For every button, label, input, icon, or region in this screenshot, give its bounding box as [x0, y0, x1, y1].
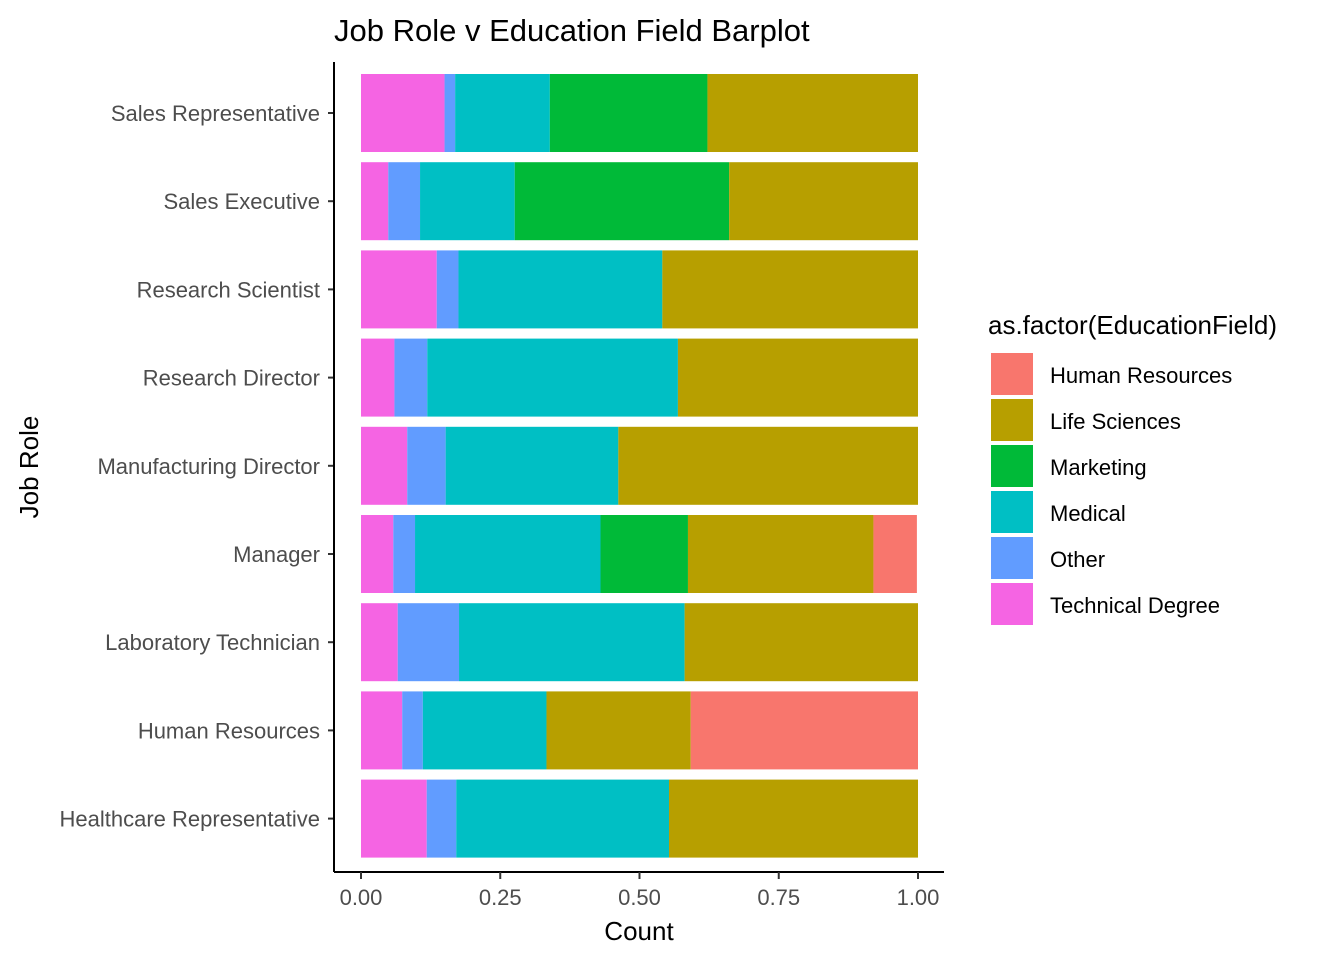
y-tick-label: Healthcare Representative [60, 807, 320, 832]
bar-segment [549, 74, 708, 152]
bar-segment [422, 691, 547, 770]
legend-label: Other [1050, 547, 1105, 572]
legend-label: Technical Degree [1050, 593, 1220, 618]
y-tick-label: Sales Representative [111, 101, 320, 126]
bar-segment [514, 162, 730, 241]
bar-segment [415, 515, 601, 593]
bar-segment [458, 250, 663, 329]
bar-segment [690, 691, 918, 770]
bar-segment [445, 426, 619, 505]
axes: Healthcare Representative Human Resources… [60, 62, 944, 910]
bars [361, 74, 918, 858]
legend-label: Life Sciences [1050, 409, 1181, 434]
bar-segment [361, 515, 394, 593]
x-axis-title: Count [604, 916, 674, 946]
legend-key [991, 583, 1033, 625]
y-tick-label: Sales Executive [163, 189, 320, 214]
bar-segment [361, 691, 403, 770]
legend-title: as.factor(EducationField) [988, 310, 1277, 340]
x-tick-label: 0.25 [479, 885, 522, 910]
bar-segment [600, 515, 688, 593]
legend-label: Human Resources [1050, 363, 1232, 388]
bar-segment [669, 779, 918, 858]
y-tick-label: Research Scientist [137, 277, 320, 302]
bar-segment [546, 691, 691, 770]
x-tick-label: 0.75 [757, 885, 800, 910]
bar-segment [361, 162, 389, 241]
bar-segment [388, 162, 421, 241]
bar-segment [361, 426, 408, 505]
chart-title: Job Role v Education Field Barplot [334, 13, 810, 48]
bar-segment [397, 603, 460, 682]
y-tick-label: Laboratory Technician [105, 630, 320, 655]
bar-segment [618, 426, 918, 505]
bar-segment [361, 74, 445, 152]
legend-key [991, 445, 1033, 487]
y-tick-label: Research Director [143, 366, 320, 391]
bar-segment [455, 74, 550, 152]
x-tick-label: 0.50 [618, 885, 661, 910]
bar-segment [662, 250, 918, 329]
legend: as.factor(EducationField) Human Resource… [988, 310, 1277, 625]
legend-key [991, 353, 1033, 395]
y-tick-label: Manufacturing Director [97, 454, 320, 479]
x-tick-label: 1.00 [897, 885, 940, 910]
bar-segment [459, 603, 685, 682]
bar-segment [426, 779, 457, 858]
bar-segment [687, 515, 874, 593]
bar-segment [707, 74, 918, 152]
bar-segment [873, 515, 917, 593]
bar-segment [393, 515, 416, 593]
bar-segment [402, 691, 423, 770]
x-tick-label: 0.00 [340, 885, 383, 910]
legend-key [991, 399, 1033, 441]
legend-key [991, 491, 1033, 533]
bar-segment [456, 779, 670, 858]
bar-segment [361, 779, 427, 858]
bar-segment [729, 162, 918, 241]
bar-segment [394, 338, 428, 417]
y-tick-label: Human Resources [138, 718, 320, 743]
bar-segment [361, 603, 398, 682]
legend-key [991, 537, 1033, 579]
bar-segment [444, 74, 456, 152]
y-axis-title: Job Role [14, 416, 44, 519]
bar-segment [420, 162, 515, 241]
bar-segment [407, 426, 446, 505]
bar-segment [361, 338, 395, 417]
legend-items: Human Resources Life Sciences Marketing Med… [991, 353, 1232, 625]
bar-segment [436, 250, 459, 329]
bar-segment [361, 250, 437, 329]
y-tick-label: Manager [233, 542, 320, 567]
bar-segment [427, 338, 678, 417]
bar-segment [684, 603, 918, 682]
legend-label: Medical [1050, 501, 1126, 526]
legend-label: Marketing [1050, 455, 1147, 480]
bar-segment [677, 338, 918, 417]
